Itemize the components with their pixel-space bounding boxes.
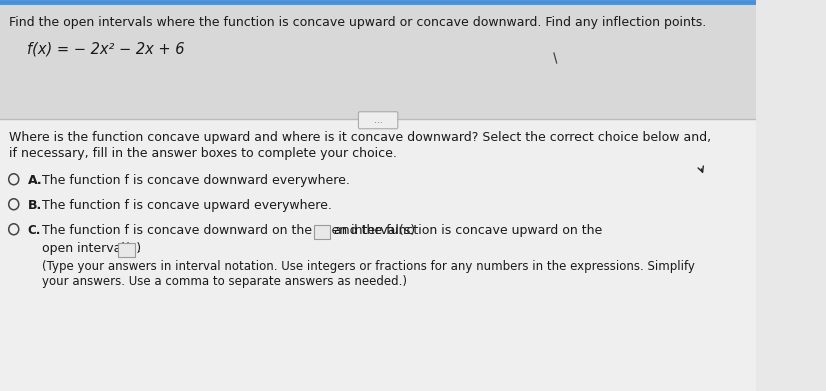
Text: The function f is concave upward everywhere.: The function f is concave upward everywh… [42,199,332,212]
FancyBboxPatch shape [314,225,330,239]
Text: The function f is concave downward on the open interval(s): The function f is concave downward on th… [42,224,415,237]
Text: open interval(s): open interval(s) [42,242,141,255]
Text: .: . [136,242,140,255]
Text: f(x) = − 2x² − 2x + 6: f(x) = − 2x² − 2x + 6 [27,42,185,57]
FancyBboxPatch shape [118,243,135,257]
Text: your answers. Use a comma to separate answers as needed.): your answers. Use a comma to separate an… [42,275,407,288]
Text: (Type your answers in interval notation. Use integers or fractions for any numbe: (Type your answers in interval notation.… [42,260,695,273]
Text: ...: ... [374,116,382,125]
FancyBboxPatch shape [0,0,757,119]
FancyBboxPatch shape [0,119,757,391]
Text: The function f is concave downward everywhere.: The function f is concave downward every… [42,174,350,187]
Text: B.: B. [27,199,42,212]
Text: and the function is concave upward on the: and the function is concave upward on th… [334,224,602,237]
Text: if necessary, fill in the answer boxes to complete your choice.: if necessary, fill in the answer boxes t… [9,147,397,160]
Text: Find the open intervals where the function is concave upward or concave downward: Find the open intervals where the functi… [9,16,706,29]
Text: Where is the function concave upward and where is it concave downward? Select th: Where is the function concave upward and… [9,131,711,144]
FancyBboxPatch shape [358,112,398,129]
Text: C.: C. [27,224,40,237]
Text: A.: A. [27,174,42,187]
